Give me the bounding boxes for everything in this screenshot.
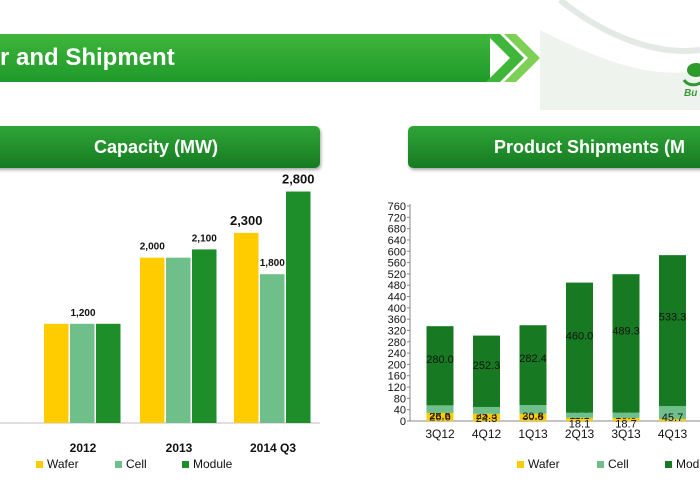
shipments-bar-cell-4q12 xyxy=(473,406,500,414)
capacity-legend-swatch-wafer xyxy=(36,461,43,468)
shipments-y-tick-label: 600 xyxy=(388,246,406,258)
shipments-data-label: 24.3 xyxy=(476,413,497,425)
shipments-bar-wafer-2q13 xyxy=(566,417,593,421)
shipments-bar-wafer-4q13 xyxy=(659,418,686,421)
shipments-bar-module-4q12 xyxy=(473,335,500,407)
capacity-legend-swatch-module xyxy=(182,461,189,468)
title-banner xyxy=(0,34,490,82)
shipments-data-label: 489.3 xyxy=(612,326,640,338)
shipments-x-tick-label: 1Q13 xyxy=(518,427,548,441)
shipments-data-label: 45.7 xyxy=(662,412,683,424)
shipments-y-tick-label: 440 xyxy=(388,292,406,304)
capacity-bar-wafer-2014-q3 xyxy=(234,232,259,423)
capacity-bar-module-2012 xyxy=(96,323,121,423)
capacity-chart-title: Capacity (MW) xyxy=(0,126,320,168)
capacity-data-label: 2,300 xyxy=(230,213,263,228)
capacity-data-label: 1,800 xyxy=(260,258,285,269)
shipments-y-tick-label: 320 xyxy=(388,325,406,337)
shipments-bar-wafer-3q12 xyxy=(426,412,454,421)
logo-text: Bu xyxy=(684,88,698,99)
shipments-legend-label-wafer: Wafer xyxy=(528,457,560,471)
shipments-data-label: 460.0 xyxy=(566,331,594,343)
shipments-x-tick-label: 4Q13 xyxy=(658,427,688,441)
shipments-bar-module-4q13 xyxy=(659,255,686,407)
shipments-data-label: 282.4 xyxy=(519,353,547,365)
shipments-bar-cell-2q13 xyxy=(566,412,593,418)
shipments-y-tick-label: 400 xyxy=(388,303,406,315)
shipments-legend-swatch-wafer xyxy=(517,461,524,468)
shipments-bar-wafer-1q13 xyxy=(519,413,547,421)
capacity-data-label: 2,000 xyxy=(140,242,165,253)
shipments-data-label: 26.6 xyxy=(429,411,450,423)
shipments-legend-label-module: Mod xyxy=(676,457,699,471)
shipments-y-tick-label: 560 xyxy=(388,258,406,270)
shipments-y-tick-label: 640 xyxy=(388,235,406,247)
shipments-bar-module-1q13 xyxy=(519,325,547,406)
shipments-bar-module-3q12 xyxy=(426,326,454,406)
double-chevron-right-icon xyxy=(486,34,540,82)
shipments-legend-label-cell: Cell xyxy=(608,457,629,471)
shipments-chart-title: Product Shipments (M xyxy=(408,126,700,168)
shipments-bar-module-2q13 xyxy=(566,282,593,413)
shipments-y-tick-label: 40 xyxy=(394,405,406,417)
shipments-y-tick-label: 280 xyxy=(388,337,406,349)
capacity-bar-cell-2013 xyxy=(166,257,191,423)
shipments-y-tick-label: 680 xyxy=(388,224,406,236)
shipments-data-label: 18.1 xyxy=(569,419,590,431)
shipments-y-tick-label: 200 xyxy=(388,359,406,371)
shipments-bar-cell-4q13 xyxy=(659,406,686,419)
company-logo-icon xyxy=(682,63,700,87)
shipments-y-tick-label: 80 xyxy=(394,393,406,405)
capacity-legend-label-module: Module xyxy=(193,457,233,471)
shipments-legend-swatch-cell xyxy=(597,461,604,468)
shipments-y-tick-label: 240 xyxy=(388,348,406,360)
shipments-data-label: 280.0 xyxy=(426,354,454,366)
capacity-data-label: 1,200 xyxy=(70,308,95,319)
capacity-x-tick-label: 2014 Q3 xyxy=(250,441,296,455)
shipments-y-tick-label: 480 xyxy=(388,280,406,292)
decorative-swoosh xyxy=(540,0,700,110)
capacity-bar-module-2014-q3 xyxy=(286,191,311,423)
capacity-x-tick-label: 2013 xyxy=(166,441,193,455)
capacity-bar-module-2013 xyxy=(192,249,217,423)
shipments-data-label: 28.6 xyxy=(429,410,450,422)
page-title: r and Shipment xyxy=(0,44,175,71)
shipments-x-tick-label: 3Q12 xyxy=(425,427,455,441)
capacity-bar-cell-2014-q3 xyxy=(260,274,285,423)
shipments-data-label: 30.8 xyxy=(522,411,543,423)
shipments-bar-cell-1q13 xyxy=(519,405,547,414)
shipments-y-tick-label: 720 xyxy=(388,212,406,224)
capacity-legend-label-cell: Cell xyxy=(126,457,147,471)
shipments-bar-wafer-3q13 xyxy=(612,417,640,421)
shipments-bar-module-3q13 xyxy=(612,274,640,413)
capacity-legend-swatch-cell xyxy=(115,461,122,468)
capacity-bar-wafer-2013 xyxy=(140,257,165,423)
capacity-bar-wafer-2012 xyxy=(44,323,69,423)
shipments-data-label: 533.3 xyxy=(659,311,687,323)
shipments-x-tick-label: 4Q12 xyxy=(472,427,502,441)
shipments-bar-cell-3q12 xyxy=(426,405,454,413)
shipments-y-tick-label: 520 xyxy=(388,269,406,281)
shipments-bar-cell-3q13 xyxy=(612,412,640,418)
capacity-x-tick-label: 2012 xyxy=(70,441,97,455)
shipments-y-tick-label: 360 xyxy=(388,314,406,326)
shipments-y-tick-label: 120 xyxy=(388,382,406,394)
shipments-x-tick-label: 2Q13 xyxy=(565,427,595,441)
capacity-bar-cell-2012 xyxy=(70,323,95,423)
shipments-y-tick-label: 0 xyxy=(400,416,406,428)
shipments-legend-swatch-module xyxy=(665,461,672,468)
capacity-data-label: 2,800 xyxy=(282,172,315,187)
shipments-y-tick-label: 760 xyxy=(388,201,406,213)
shipments-y-tick-label: 160 xyxy=(388,371,406,383)
shipments-x-tick-label: 3Q13 xyxy=(611,427,641,441)
shipments-bar-wafer-4q12 xyxy=(473,413,500,421)
shipments-data-label: 18.7 xyxy=(615,419,636,431)
capacity-legend-label-wafer: Wafer xyxy=(47,457,79,471)
capacity-data-label: 2,100 xyxy=(192,233,217,244)
shipments-data-label: 252.3 xyxy=(473,360,501,372)
